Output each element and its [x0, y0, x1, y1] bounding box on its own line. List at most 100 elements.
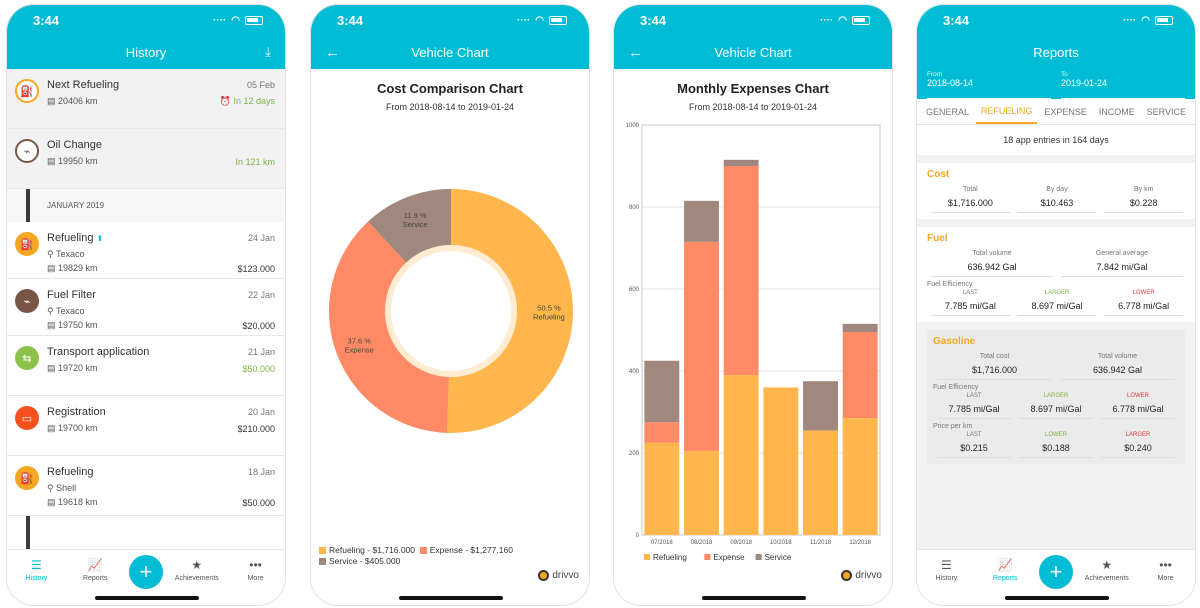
pie-slice-service: [368, 189, 451, 263]
list-item[interactable]: ⇆ Transport application 21 Jan ▤ 19720 km…: [7, 336, 285, 396]
odometer-icon: ▤: [47, 363, 56, 373]
app-bar: History ⤓: [7, 35, 285, 69]
list-item[interactable]: ▭ Registration 20 Jan ▤ 19700 km $210.000: [7, 396, 285, 456]
tab-label: Reports: [992, 575, 1018, 582]
legend-item: Service: [765, 553, 792, 562]
to-date-field[interactable]: To 2019-01-24: [1061, 69, 1185, 99]
brand-logo: drivvo: [841, 570, 882, 581]
bar-service: [803, 381, 838, 431]
item-km: 20406 km: [58, 96, 98, 106]
y-tick-label: 400: [629, 369, 640, 375]
stat-value: $0.215: [937, 443, 1011, 458]
section-label: Fuel Efficiency: [933, 384, 979, 391]
wifi-icon: ◠: [535, 14, 544, 26]
list-item[interactable]: ⛽ Refueling 18 Jan ⚲ Shell ▤ 19618 km $50.…: [7, 456, 285, 516]
status-time: 3:44: [337, 12, 364, 28]
bar-chart: 0 200 400 600 800 1000 07/2018 08/2018 09/2018 10…: [626, 123, 881, 562]
tab-income[interactable]: INCOME: [1098, 106, 1135, 117]
legend-item: Expense: [713, 553, 745, 562]
location-icon: ⚲: [47, 249, 54, 259]
status-bar: 3:44 ···· ◠: [7, 5, 285, 35]
back-arrow-icon[interactable]: ←: [628, 43, 643, 61]
stat-value: $0.188: [1019, 443, 1093, 458]
report-summary: 18 app entries in 164 days: [917, 125, 1195, 155]
stat-value: $1,716.000: [937, 365, 1052, 380]
fuel-pump-icon: ⛽: [15, 232, 39, 256]
tab-history[interactable]: ☰ History: [921, 558, 971, 582]
list-item[interactable]: ⌁ Fuel Filter 22 Jan ⚲ Texaco ▤ 19750 km $…: [7, 279, 285, 336]
drivvo-logo-icon: [538, 570, 550, 581]
item-title: Fuel Filter: [47, 289, 96, 301]
tab-more[interactable]: ••• More: [231, 558, 281, 582]
stat-value: 6.778 mi/Gal: [1104, 301, 1184, 316]
bar-service: [644, 360, 680, 423]
home-indicator: [95, 596, 199, 600]
list-icon: ☰: [31, 558, 42, 572]
download-icon[interactable]: ⤓: [265, 44, 271, 59]
legend-swatch: [755, 554, 762, 560]
stat-value: 6.778 mi/Gal: [1101, 404, 1175, 419]
brand-name: drivvo: [855, 570, 882, 581]
stat-label: Total cost: [979, 353, 1010, 360]
list-item[interactable]: ⌁ Oil Change ▤ 19950 km In 121 km: [7, 129, 285, 189]
tab-refueling[interactable]: REFUELING: [975, 100, 1038, 124]
stat-label: Total: [962, 186, 978, 193]
odometer-icon: ▤: [47, 423, 56, 433]
list-item[interactable]: ⛽ Next Refueling 05 Feb ▤ 20406 km ⏰ In 12…: [7, 69, 285, 129]
tab-label: Achievements: [1084, 575, 1129, 582]
field-label: To: [1061, 71, 1068, 78]
phone-reports: 3:44 ···· ◠ Reports From 2018-08-14 To 2019…: [916, 4, 1196, 606]
stat-label: LAST: [962, 290, 978, 296]
signal-icon: ····: [212, 14, 227, 26]
home-indicator: [399, 596, 503, 600]
add-button[interactable]: +: [128, 555, 163, 589]
from-date-field[interactable]: From 2018-08-14: [927, 69, 1051, 99]
item-value: $210.000: [237, 423, 275, 434]
x-tick-label: 09/2018: [730, 540, 752, 546]
trophy-icon: ★: [1101, 558, 1113, 572]
home-indicator: [1005, 596, 1109, 600]
y-tick-label: 1000: [626, 123, 640, 129]
tab-general[interactable]: GENERAL: [926, 106, 970, 117]
item-km: 19950 km: [58, 156, 98, 166]
list-item[interactable]: ⛽ Refueling ⬆ 24 Jan ⚲ Texaco ▤ 19829 km $…: [7, 222, 285, 279]
page-title: History: [125, 44, 167, 60]
fuel-pump-icon: ⛽: [15, 466, 39, 490]
arrow-up-icon: ⬆: [96, 234, 104, 243]
history-list: ⛽ Next Refueling 05 Feb ▤ 20406 km ⏰ In 12…: [7, 69, 285, 549]
status-bar: 3:44 ···· ◠: [311, 5, 589, 35]
item-title: Refueling: [47, 232, 94, 244]
bar-expense: [723, 166, 759, 376]
donut-hole: [391, 251, 511, 371]
stat-value: $0.228: [1104, 198, 1184, 213]
tab-reports[interactable]: 📈 Reports: [980, 558, 1030, 582]
tab-service[interactable]: SERVICE: [1146, 106, 1186, 117]
chart-title: Cost Comparison Chart: [377, 81, 523, 96]
bar-service: [842, 323, 878, 333]
tab-achievements[interactable]: ★ Achievements: [1082, 558, 1132, 582]
y-tick-label: 600: [629, 287, 640, 293]
location-icon: ⚲: [47, 483, 54, 493]
oil-can-icon: ⌁: [15, 289, 39, 313]
item-value: $123.000: [237, 263, 275, 274]
back-arrow-icon[interactable]: ←: [325, 43, 340, 61]
bar-expense: [684, 241, 719, 451]
card-icon: ▭: [15, 406, 39, 430]
slice-percent-label: 11.9 %: [404, 211, 427, 220]
tab-expense[interactable]: EXPENSE: [1044, 106, 1087, 117]
tab-bar: ☰ History 📈 Reports + ★ Achievements ••• Mor…: [7, 549, 285, 605]
tab-history[interactable]: ☰ History: [11, 558, 61, 582]
chart-subtitle: From 2018-08-14 to 2019-01-24: [385, 102, 515, 112]
tab-reports[interactable]: 📈 Reports: [70, 558, 120, 582]
pie-slice-refueling: [447, 189, 574, 434]
stat-label: LAST: [966, 432, 982, 438]
status-time: 3:44: [640, 12, 667, 28]
item-value: $50.000: [242, 363, 275, 374]
add-button[interactable]: +: [1038, 555, 1073, 589]
tab-more[interactable]: ••• More: [1141, 558, 1191, 582]
field-value: 2018-08-14: [927, 78, 974, 88]
tab-achievements[interactable]: ★ Achievements: [172, 558, 222, 582]
x-tick-label: 12/2018: [849, 540, 871, 546]
item-km: 19829 km: [58, 263, 98, 273]
legend-swatch: [704, 554, 711, 560]
